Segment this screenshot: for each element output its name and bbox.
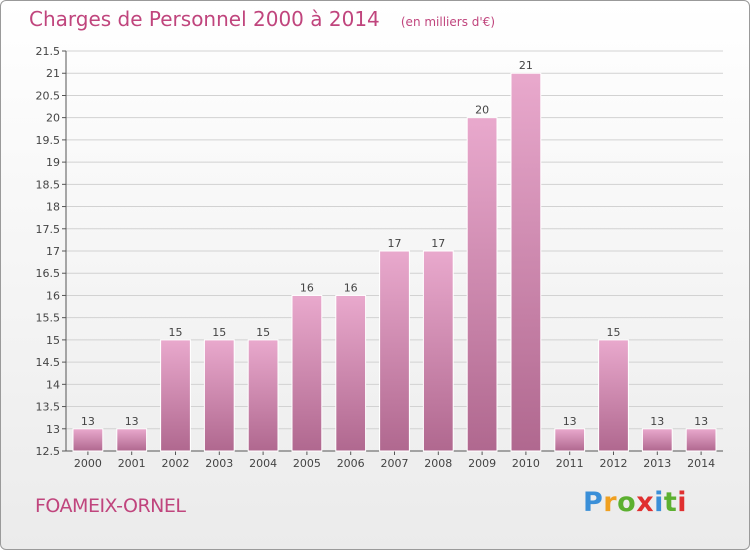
y-tick-label: 17.5 (36, 223, 61, 236)
title-row: Charges de Personnel 2000 à 2014 (en mil… (29, 7, 495, 31)
x-tick-label-2014: 2014 (687, 457, 715, 470)
x-tick-label-2000: 2000 (74, 457, 102, 470)
data-label-2012: 15 (607, 326, 621, 339)
x-tick-label-2011: 2011 (556, 457, 584, 470)
logo-letter: o (617, 487, 637, 518)
chart-subtitle: (en milliers d'€) (400, 15, 495, 29)
y-tick-label: 18 (46, 201, 60, 214)
x-tick-label-2004: 2004 (249, 457, 277, 470)
data-label-2014: 13 (694, 415, 708, 428)
x-tick-label-2006: 2006 (337, 457, 365, 470)
bar-2013 (641, 428, 673, 452)
bar-2010 (510, 72, 542, 452)
logo-letter: r (603, 487, 618, 518)
data-label-2006: 16 (344, 281, 358, 294)
data-label-2004: 15 (256, 326, 270, 339)
data-label-2002: 15 (169, 326, 183, 339)
x-tick-label-2003: 2003 (205, 457, 233, 470)
bar-2014 (685, 428, 717, 452)
data-label-2001: 13 (125, 415, 139, 428)
bar-2008 (422, 250, 454, 452)
chart-title: Charges de Personnel 2000 à 2014 (29, 7, 380, 31)
x-tick-label-2012: 2012 (600, 457, 628, 470)
bar-2004 (247, 339, 279, 452)
y-tick-label: 15 (46, 334, 60, 347)
y-tick-label: 14 (46, 378, 60, 391)
y-tick-label: 12.5 (36, 445, 61, 458)
bar-2011 (554, 428, 586, 452)
x-tick-label-2008: 2008 (424, 457, 452, 470)
y-tick-label: 21 (46, 67, 60, 80)
y-tick-label: 16.5 (36, 267, 61, 280)
logo-letter: t (663, 487, 678, 518)
x-tick-label-2010: 2010 (512, 457, 540, 470)
y-tick-label: 17 (46, 245, 60, 258)
data-label-2003: 15 (212, 326, 226, 339)
bar-2009 (466, 117, 498, 452)
x-tick-label-2007: 2007 (381, 457, 409, 470)
bar-2007 (379, 250, 410, 452)
bar-2012 (598, 339, 629, 452)
bar-2005 (291, 294, 323, 452)
bars (72, 72, 717, 452)
y-tick-label: 18.5 (36, 178, 61, 191)
y-tick-label: 19 (46, 156, 60, 169)
y-tick-label: 19.5 (36, 134, 61, 147)
logo-letter: P (583, 487, 604, 518)
y-tick-label: 20.5 (36, 89, 61, 102)
x-tick-label-2005: 2005 (293, 457, 321, 470)
x-tick-label-2009: 2009 (468, 457, 496, 470)
data-label-2007: 17 (388, 237, 402, 250)
data-label-2010: 21 (519, 59, 533, 72)
data-label-2005: 16 (300, 281, 314, 294)
bar-2006 (335, 294, 367, 452)
place-name: FOAMEIX-ORNEL (35, 495, 186, 517)
bar-2002 (160, 339, 191, 452)
data-label-2000: 13 (81, 415, 95, 428)
bar-2000 (72, 428, 104, 452)
logo-letter: i (654, 487, 664, 518)
y-tick-label: 13.5 (36, 401, 61, 414)
y-tick-label: 14.5 (36, 356, 61, 369)
data-label-2011: 13 (563, 415, 577, 428)
proxiti-logo: Proxiti (583, 487, 687, 518)
data-label-2008: 17 (431, 237, 445, 250)
y-tick-label: 15.5 (36, 312, 61, 325)
bar-2003 (203, 339, 235, 452)
y-tick-label: 16 (46, 289, 60, 302)
labels: 12.5 13 13.5 14 14.5 15 15.5 16 16.5 17 17.5 18 18.5… (36, 45, 716, 470)
data-label-2009: 20 (475, 104, 489, 117)
x-tick-label-2013: 2013 (643, 457, 671, 470)
bar-2001 (116, 428, 148, 452)
y-tick-label: 20 (46, 112, 60, 125)
logo-letter: i (677, 487, 688, 518)
y-tick-label: 21.5 (36, 45, 61, 58)
x-tick-label-2001: 2001 (118, 457, 146, 470)
y-tick-label: 13 (46, 423, 60, 436)
data-label-2013: 13 (650, 415, 664, 428)
logo-letter: x (636, 487, 655, 518)
x-tick-label-2002: 2002 (162, 457, 190, 470)
